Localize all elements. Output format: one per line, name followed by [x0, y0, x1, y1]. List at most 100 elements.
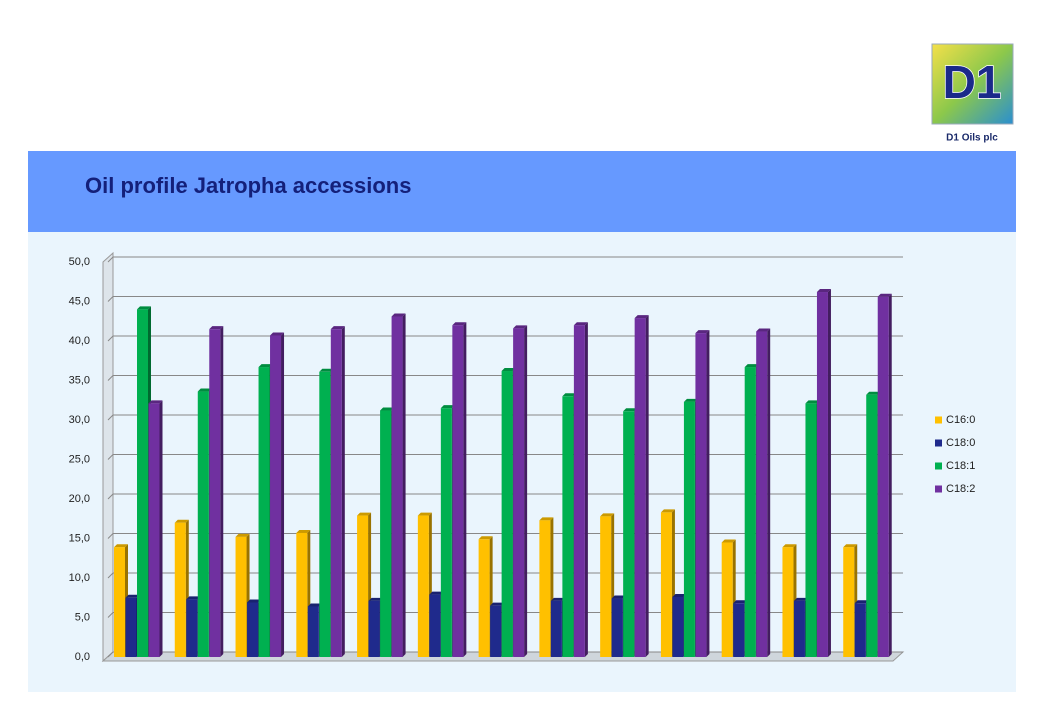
grid-line-wall [107, 335, 114, 342]
bar-side [767, 328, 771, 657]
bar [683, 401, 695, 657]
bar [391, 316, 403, 657]
bar-top [816, 289, 831, 293]
bar-top [793, 597, 808, 601]
y-tick-label: 30,0 [69, 414, 90, 426]
y-tick-label: 35,0 [69, 374, 90, 386]
bar-side [281, 332, 285, 657]
bar [235, 536, 247, 657]
grid-line-wall [107, 572, 114, 579]
bar-top [490, 602, 505, 606]
bar-top [186, 596, 201, 600]
bar [733, 603, 745, 657]
y-tick-label: 40,0 [69, 335, 90, 347]
bar-top [235, 533, 250, 537]
bar [452, 325, 464, 657]
bar [478, 539, 490, 657]
legend-label: C18:1 [946, 460, 975, 472]
bar-top [695, 330, 710, 334]
bar-top [380, 407, 395, 411]
bar [660, 512, 672, 657]
logo-caption: D1 Oils plc [946, 133, 998, 144]
bar-top [417, 512, 432, 516]
bar [380, 410, 392, 657]
bar [247, 602, 259, 657]
bar [125, 597, 137, 657]
logo-mark: D1 [943, 56, 1002, 108]
bar [307, 606, 319, 657]
bar [573, 325, 585, 657]
bar-side [706, 330, 710, 657]
grid-line-wall [107, 256, 114, 263]
bar-top [683, 398, 698, 402]
bar [562, 396, 574, 657]
bar-top [634, 315, 649, 319]
bar-top [391, 313, 406, 317]
bar-top [866, 391, 881, 395]
bar [611, 598, 623, 657]
bar-top [623, 408, 638, 412]
bar-top [368, 597, 383, 601]
bar [296, 532, 308, 657]
legend-swatch [935, 462, 942, 470]
bar-top [600, 513, 615, 517]
legend-swatch [935, 439, 942, 447]
bar-top [247, 599, 262, 603]
y-tick-label: 45,0 [69, 295, 90, 307]
bar [782, 547, 794, 657]
bar [368, 600, 380, 657]
header-band [28, 151, 1016, 232]
bar-top [440, 405, 455, 409]
legend-label: C18:0 [946, 437, 975, 449]
bar-side [584, 322, 588, 657]
grid-line-wall [107, 454, 114, 460]
bar [744, 367, 756, 657]
bar-side [159, 400, 163, 657]
bar-top [307, 603, 322, 607]
bar [793, 600, 805, 657]
bar-top [843, 544, 858, 548]
bar-top [330, 326, 345, 330]
legend-swatch [935, 416, 942, 424]
bar [877, 296, 889, 657]
bar-side [402, 313, 406, 657]
bar-top [501, 368, 516, 372]
grid-line-wall [107, 493, 114, 500]
y-tick-label: 50,0 [69, 256, 90, 268]
bar-top [258, 364, 273, 368]
bar [854, 603, 866, 657]
bar-top [721, 539, 736, 543]
y-tick-label: 10,0 [69, 572, 90, 584]
bar-top [125, 594, 140, 598]
bar-top [672, 593, 687, 597]
bar [634, 318, 646, 657]
bar [429, 594, 441, 657]
bar-top [429, 591, 444, 595]
bar-side [524, 325, 528, 657]
bar [501, 371, 513, 657]
bar-top [756, 328, 771, 332]
bar-top [319, 368, 334, 372]
logo-box [931, 43, 1014, 125]
legend-label: C18:2 [946, 483, 975, 495]
bar-side [827, 289, 831, 657]
bar-side [220, 326, 224, 657]
bar [513, 328, 525, 657]
bar-top [660, 509, 675, 513]
bar-side [463, 322, 467, 657]
grid-line-wall [107, 612, 114, 618]
bar-top [357, 512, 372, 516]
bar [417, 515, 429, 657]
bar [186, 599, 198, 657]
bar-top [854, 600, 869, 604]
bar [600, 516, 612, 657]
y-tick-label: 0,0 [75, 651, 90, 663]
bar [539, 520, 551, 657]
y-tick-label: 25,0 [69, 453, 90, 465]
bar-side [341, 326, 345, 657]
bar-top [452, 322, 467, 326]
grid-line-wall [107, 296, 114, 302]
y-tick-label: 15,0 [69, 532, 90, 544]
bar [330, 329, 342, 657]
bar [695, 333, 707, 657]
